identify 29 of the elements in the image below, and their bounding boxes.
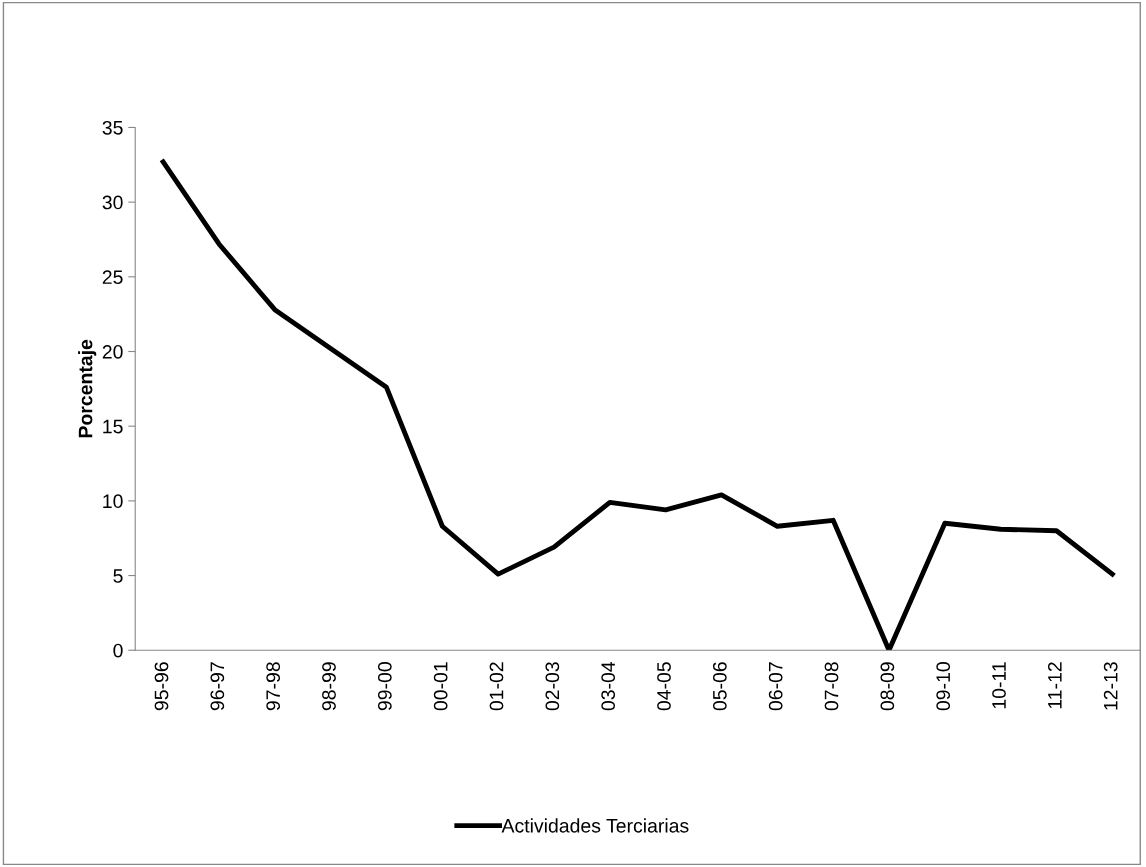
y-tick-label: 30 [102, 195, 123, 210]
x-tick-label: 99-00 [377, 662, 392, 711]
x-tick-label: 10-11 [992, 662, 1006, 709]
x-tick-label: 01-02 [489, 662, 504, 711]
x-tick-label: 04-05 [657, 662, 671, 711]
x-tick-label: 09-10 [936, 662, 951, 711]
x-tick-label: 07-08 [824, 662, 839, 711]
x-tick-label: 96-97 [210, 662, 225, 711]
x-tick-label: 12-13 [1103, 662, 1118, 710]
x-tick-label: 97-98 [266, 662, 281, 711]
x-tick-label: 05-06 [712, 662, 727, 711]
y-tick-label: 25 [102, 270, 123, 285]
x-tick-label: 08-09 [880, 662, 895, 711]
x-tick-label: 98-99 [322, 662, 336, 711]
x-tick-label: 03-04 [601, 661, 616, 711]
y-tick-label: 20 [102, 344, 123, 359]
y-tick-label: 35 [102, 120, 123, 135]
line-series [160, 159, 1115, 651]
x-tick-label: 00-01 [433, 662, 448, 711]
x-tick-label: 06-07 [768, 662, 783, 711]
y-tick-label: 0 [113, 643, 123, 658]
y-tick-label: 5 [113, 569, 123, 583]
y-axis-title: Porcentaje [78, 339, 97, 438]
x-tick-label: 11-12 [1047, 662, 1062, 709]
x-tick-label: 02-03 [545, 662, 560, 711]
legend-label: Actividades Terciarias [501, 818, 689, 833]
y-tick-label: 15 [103, 419, 123, 434]
y-tick-label: 10 [103, 494, 123, 509]
x-tick-label: 95-96 [154, 662, 169, 711]
